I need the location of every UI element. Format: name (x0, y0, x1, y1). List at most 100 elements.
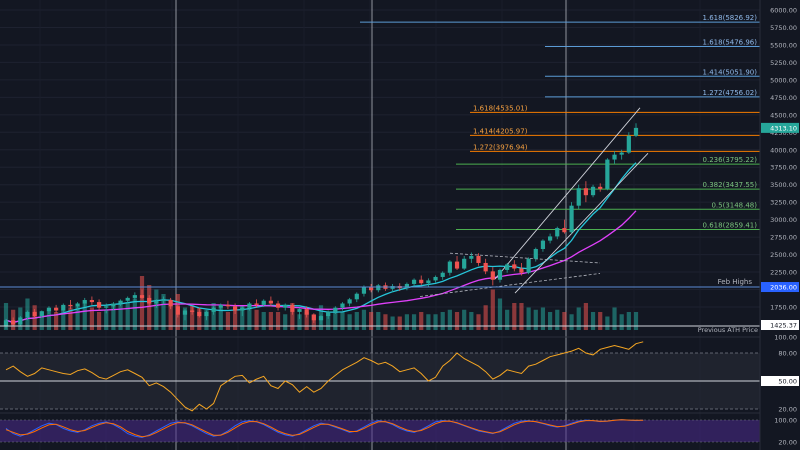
volume-bar (562, 312, 567, 330)
candle-body (139, 295, 145, 298)
stoch-tick-label: 100.00 (774, 417, 797, 425)
feb-highs-tag (761, 282, 799, 293)
candle-body (54, 307, 59, 311)
price-tick-label: 3500.00 (770, 181, 797, 189)
last-price-value: 4313.10 (770, 124, 797, 132)
stoch-d-line (5, 419, 644, 438)
candle-body (290, 304, 295, 312)
volume-bar (497, 298, 503, 330)
candle-body (483, 262, 488, 272)
candle-body (318, 316, 324, 321)
candle-body (583, 188, 588, 196)
volume-bar (433, 314, 438, 330)
volume-bar (39, 312, 44, 330)
candle-body (204, 311, 209, 317)
candle-body (340, 303, 345, 308)
rsi-pane[interactable] (0, 336, 800, 412)
candle-body (168, 300, 173, 307)
candle-body (347, 299, 352, 304)
feb-highs-label: Feb Highs (718, 278, 753, 286)
candle-body (633, 127, 639, 136)
candle-body (147, 297, 152, 304)
volume-bar (190, 305, 195, 330)
volume-bar (397, 316, 402, 330)
volume-bar (268, 312, 273, 330)
volume-bar (555, 309, 560, 330)
volume-bar (75, 305, 80, 330)
rsi-level-value: 50.00 (778, 378, 797, 386)
volume-bar (533, 309, 538, 330)
volume-bar (240, 305, 245, 330)
rsi-line (5, 341, 644, 412)
price-axis[interactable]: 6000.00 5750.00 5500.00 5250.00 5000.00 4750.… (759, 0, 800, 450)
candle-body (96, 302, 102, 308)
candle-body (404, 283, 410, 289)
last-price-tag (761, 122, 799, 133)
horizontal-tags: Feb Highs Previous ATH Price (0, 278, 760, 334)
price-tick-label: 6000.00 (770, 7, 797, 15)
volume-bar (626, 312, 631, 330)
candle-body (304, 309, 309, 315)
candle-body (46, 307, 52, 312)
flag-upper-line (449, 252, 601, 264)
stoch-rsi-pane[interactable] (0, 412, 800, 443)
volume-bar (61, 309, 66, 330)
candle-body (261, 300, 266, 305)
volume-bar (440, 312, 445, 330)
volume-bar (605, 316, 610, 330)
candle-body (326, 311, 331, 317)
candle-body (232, 306, 238, 311)
candles[interactable] (3, 123, 639, 329)
price-tick-label: 3250.00 (770, 199, 797, 207)
volume-bar (576, 307, 581, 330)
volume-bar (118, 300, 123, 330)
volume-bar (275, 312, 281, 330)
candle-body (419, 279, 424, 284)
candle-body (154, 300, 159, 304)
candle-body (111, 303, 116, 307)
volume-bar (132, 298, 137, 330)
volume-bar (297, 314, 302, 330)
volume-bar (161, 294, 166, 330)
trend-channel (419, 107, 649, 297)
volume-bar (211, 303, 216, 330)
volume-bar (125, 303, 130, 330)
candle-body (619, 152, 624, 155)
price-tick-label: 3000.00 (770, 216, 797, 224)
candle-body (476, 255, 481, 263)
stoch-band (0, 420, 760, 442)
rsi-tick-label: 100.00 (774, 334, 797, 342)
candle-body (562, 228, 567, 233)
flag-lower-line (419, 273, 601, 297)
candle-body (175, 306, 180, 315)
volume-bar (390, 316, 395, 330)
candle-body (361, 286, 367, 294)
candle-body (576, 188, 581, 206)
volume-bar (290, 303, 295, 330)
fib-blue-label: 1.618(5826.92) (703, 14, 758, 22)
candle-body (440, 272, 445, 277)
candle-body (225, 304, 231, 307)
candle-body (25, 311, 30, 318)
volume-bar (218, 307, 223, 330)
candle-body (132, 295, 137, 298)
price-tick-label: 1750.00 (770, 304, 797, 312)
candle-body (454, 261, 460, 269)
price-tick-label: 2250.00 (770, 269, 797, 277)
volume-bar (590, 312, 596, 330)
candle-body (497, 269, 503, 280)
candle-body (462, 258, 467, 269)
volume-bar (354, 312, 359, 330)
candle-body (469, 255, 474, 259)
moving-averages (5, 162, 637, 324)
candle-body (297, 309, 302, 312)
price-axis-background (760, 0, 800, 450)
volume-bar (111, 305, 116, 330)
candle-body (505, 264, 510, 270)
volume-bar (612, 307, 617, 330)
volume-bar (347, 314, 352, 330)
volume-bar (361, 309, 367, 330)
volume-bar (139, 276, 145, 330)
candle-body (254, 303, 259, 305)
